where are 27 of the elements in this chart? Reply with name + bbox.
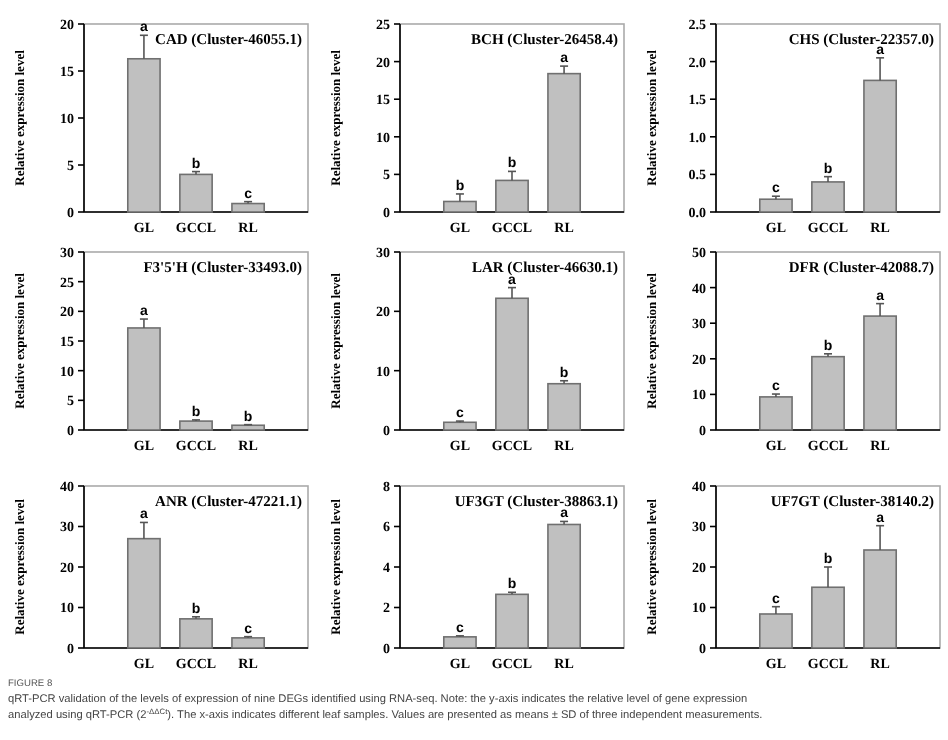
bar bbox=[442, 200, 477, 213]
bar bbox=[442, 636, 477, 649]
bar bbox=[758, 396, 793, 431]
bar bbox=[547, 72, 582, 213]
bar bbox=[547, 382, 582, 431]
bar bbox=[863, 79, 898, 213]
bar bbox=[126, 537, 161, 649]
bar bbox=[231, 637, 266, 649]
bar bbox=[547, 523, 582, 649]
bar bbox=[811, 181, 845, 213]
bar bbox=[231, 424, 266, 431]
bar bbox=[442, 421, 477, 431]
bar bbox=[495, 179, 529, 213]
bar bbox=[758, 613, 793, 649]
bar bbox=[126, 57, 161, 213]
bar bbox=[231, 202, 266, 213]
bar bbox=[126, 327, 161, 431]
bar bbox=[811, 586, 845, 649]
bar bbox=[495, 593, 529, 649]
bar bbox=[179, 173, 213, 213]
bar bbox=[179, 420, 213, 431]
bar bbox=[811, 355, 845, 431]
bar bbox=[863, 315, 898, 431]
bar bbox=[179, 618, 213, 649]
bar bbox=[863, 549, 898, 649]
bar bbox=[758, 198, 793, 213]
bar bbox=[495, 297, 529, 431]
